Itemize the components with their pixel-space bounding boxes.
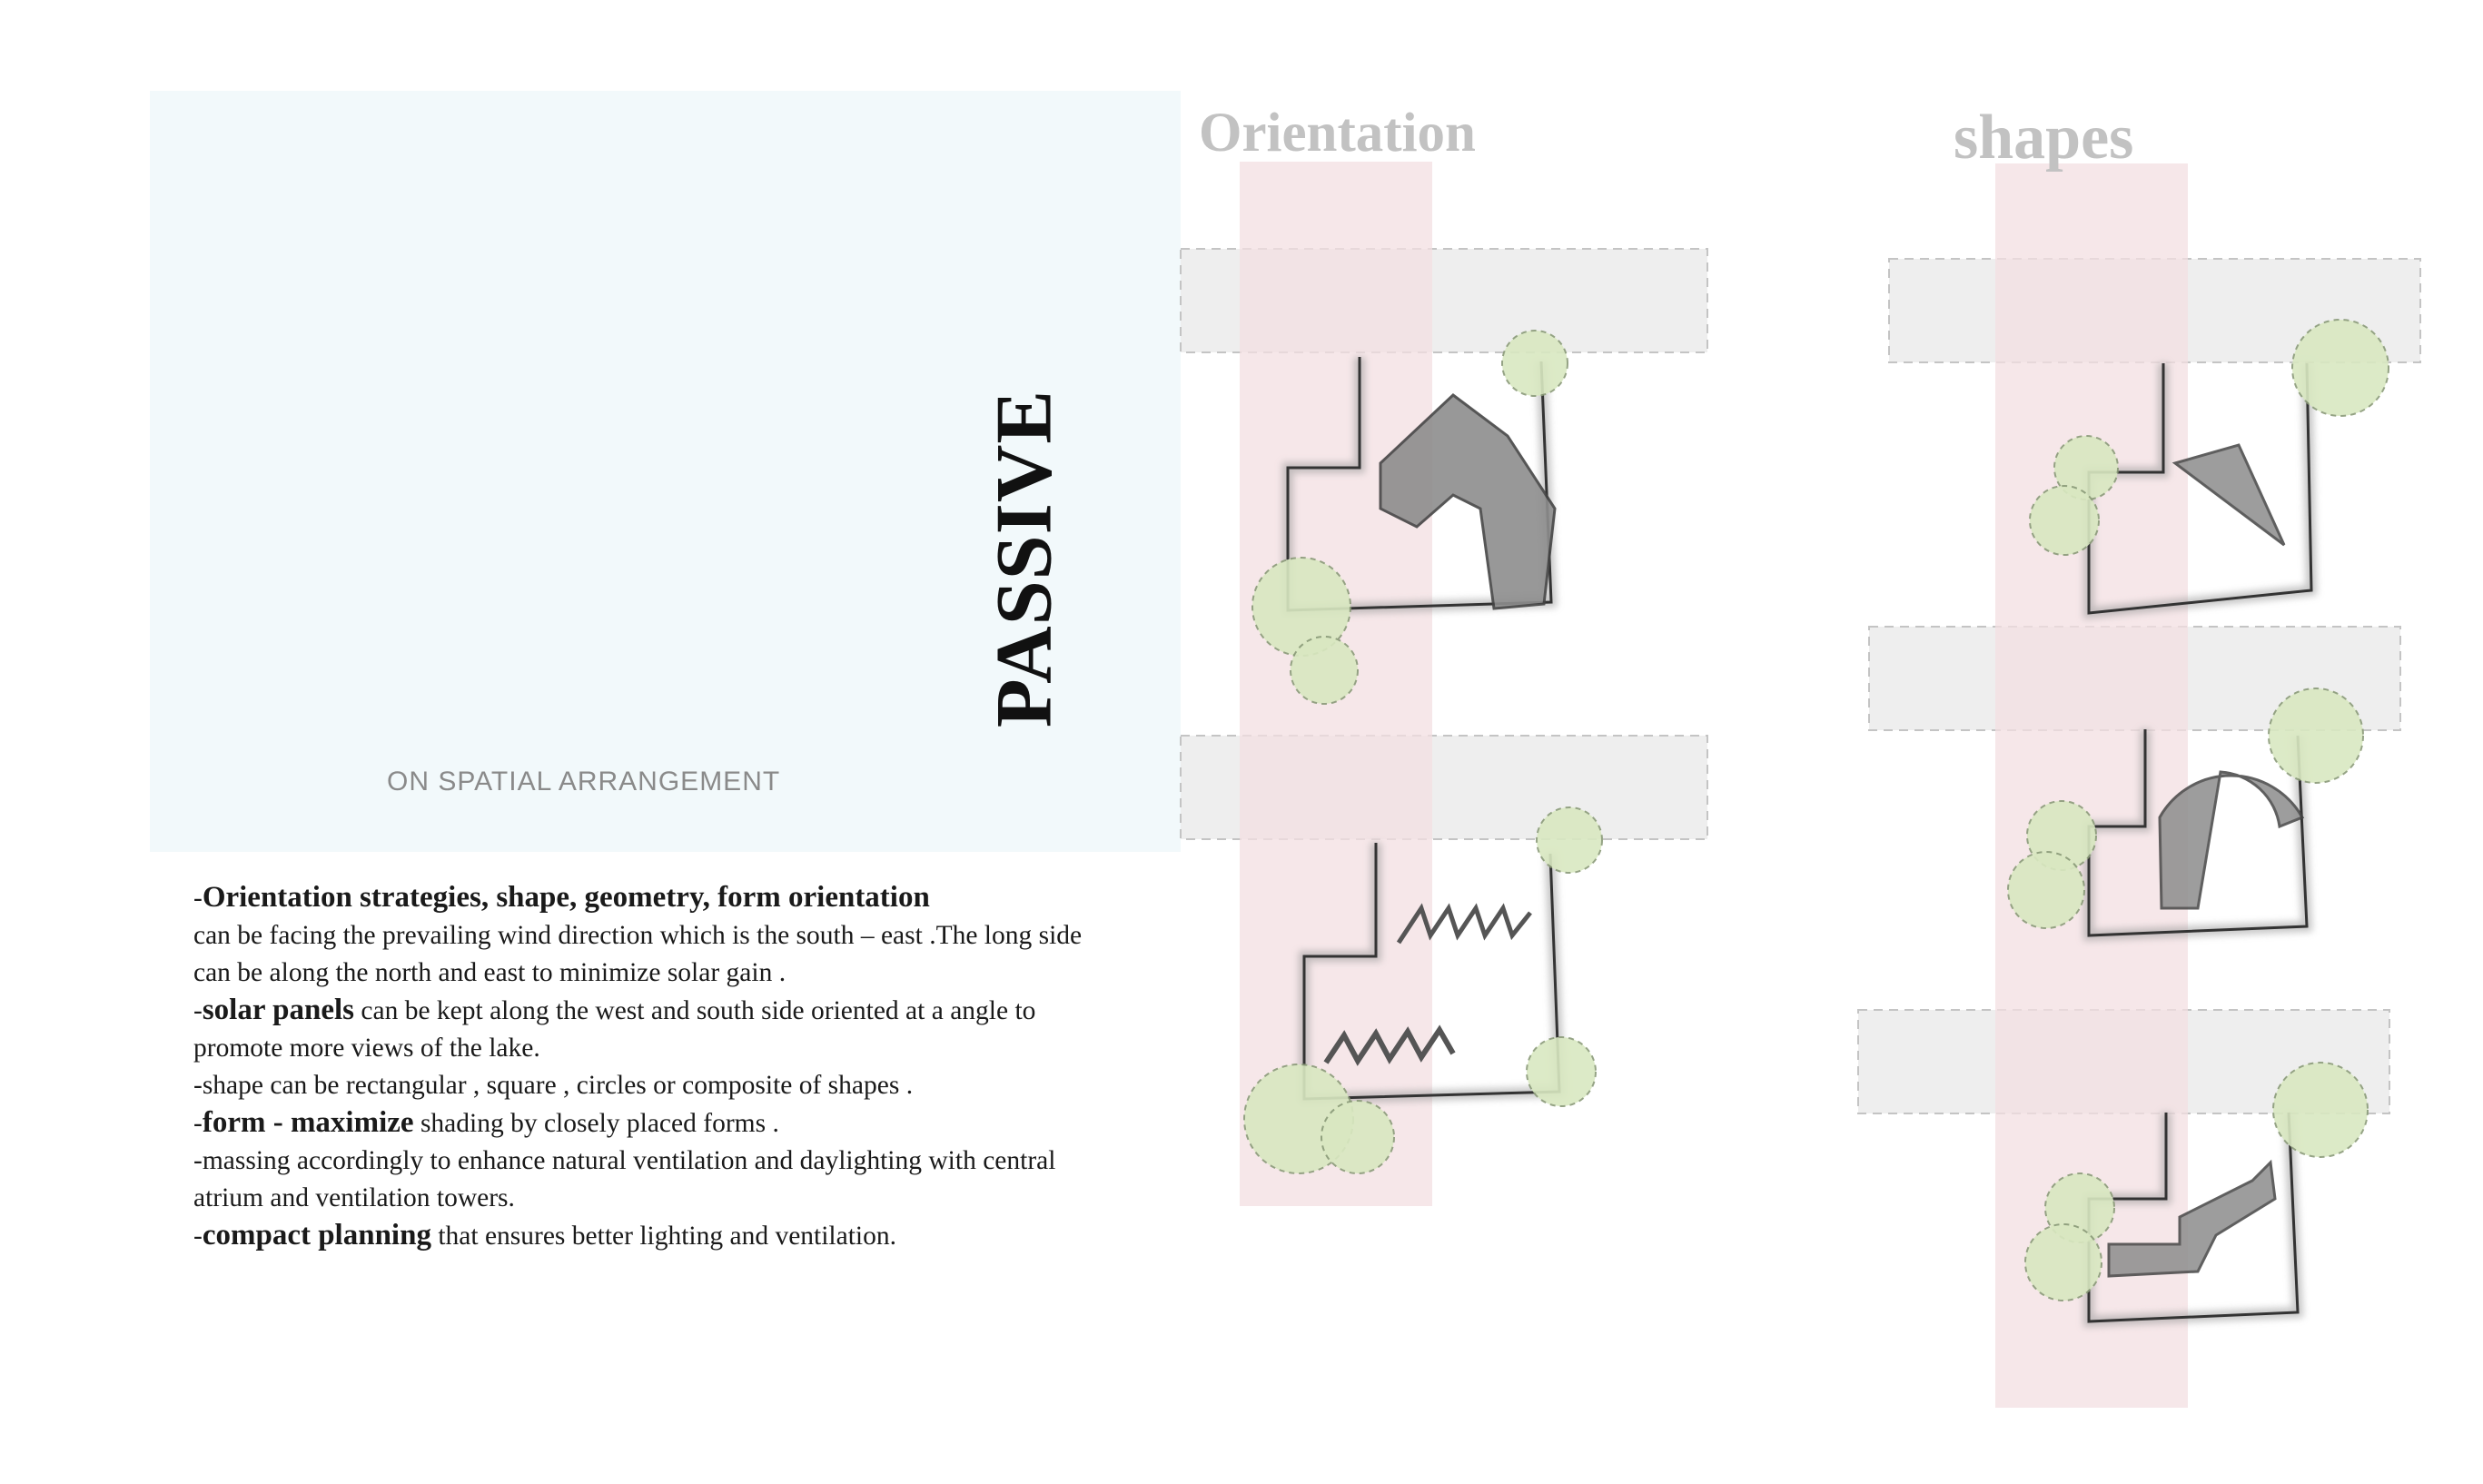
paragraph-form: -form - maximize shading by closely plac… [193, 1106, 779, 1139]
solar-emphasis: solar panels [202, 994, 355, 1026]
form-emphasis: form - maximize [202, 1106, 414, 1139]
building-mass [2158, 770, 2305, 910]
strategy-text: -Orientation strategies, shape, geometry… [193, 879, 1083, 1255]
tree [1290, 636, 1359, 705]
tree [2053, 435, 2119, 500]
building-mass [1396, 903, 1532, 945]
paragraph-orientation-detail: can be facing the prevailing wind direct… [193, 921, 1083, 987]
paragraph-massing: -massing accordingly to enhance natural … [193, 1146, 1056, 1212]
tree [1536, 806, 1603, 874]
title-panel [150, 91, 1181, 852]
shapes-diagram-group [1857, 163, 2421, 1408]
compact-emphasis: compact planning [202, 1219, 431, 1252]
orientation-diagram-group [1180, 162, 1708, 1206]
tree [2268, 688, 2364, 784]
orientation-emphasis: Orientation strategies, shape, geometry,… [202, 881, 930, 914]
spatial-arrangement-subtitle: ON SPATIAL ARRANGEMENT [387, 767, 781, 796]
building-mass [2171, 443, 2286, 547]
building-mass [1323, 1024, 1456, 1066]
paragraph-shape: -shape can be rectangular , square , cir… [193, 1071, 914, 1100]
shapes-heading: shapes [1954, 103, 2134, 173]
tree [1251, 557, 1351, 657]
site-outline [2087, 729, 2309, 937]
tree [2007, 851, 2085, 929]
tree [1321, 1100, 1395, 1174]
tree [2291, 319, 2389, 417]
paragraph-compact: -compact planning that ensures better li… [193, 1219, 896, 1252]
building-mass [2107, 1159, 2277, 1278]
building-mass [1379, 393, 1557, 610]
tree [2272, 1062, 2369, 1158]
orientation-heading: Orientation [1199, 103, 1476, 163]
paragraph-orientation: -Orientation strategies, shape, geometry… [193, 881, 930, 914]
tree [2024, 1223, 2102, 1301]
tree [1526, 1036, 1597, 1107]
tree [2029, 485, 2100, 556]
tree [1501, 330, 1568, 397]
paragraph-solar: -solar panels can be kept along the west… [193, 994, 1036, 1063]
